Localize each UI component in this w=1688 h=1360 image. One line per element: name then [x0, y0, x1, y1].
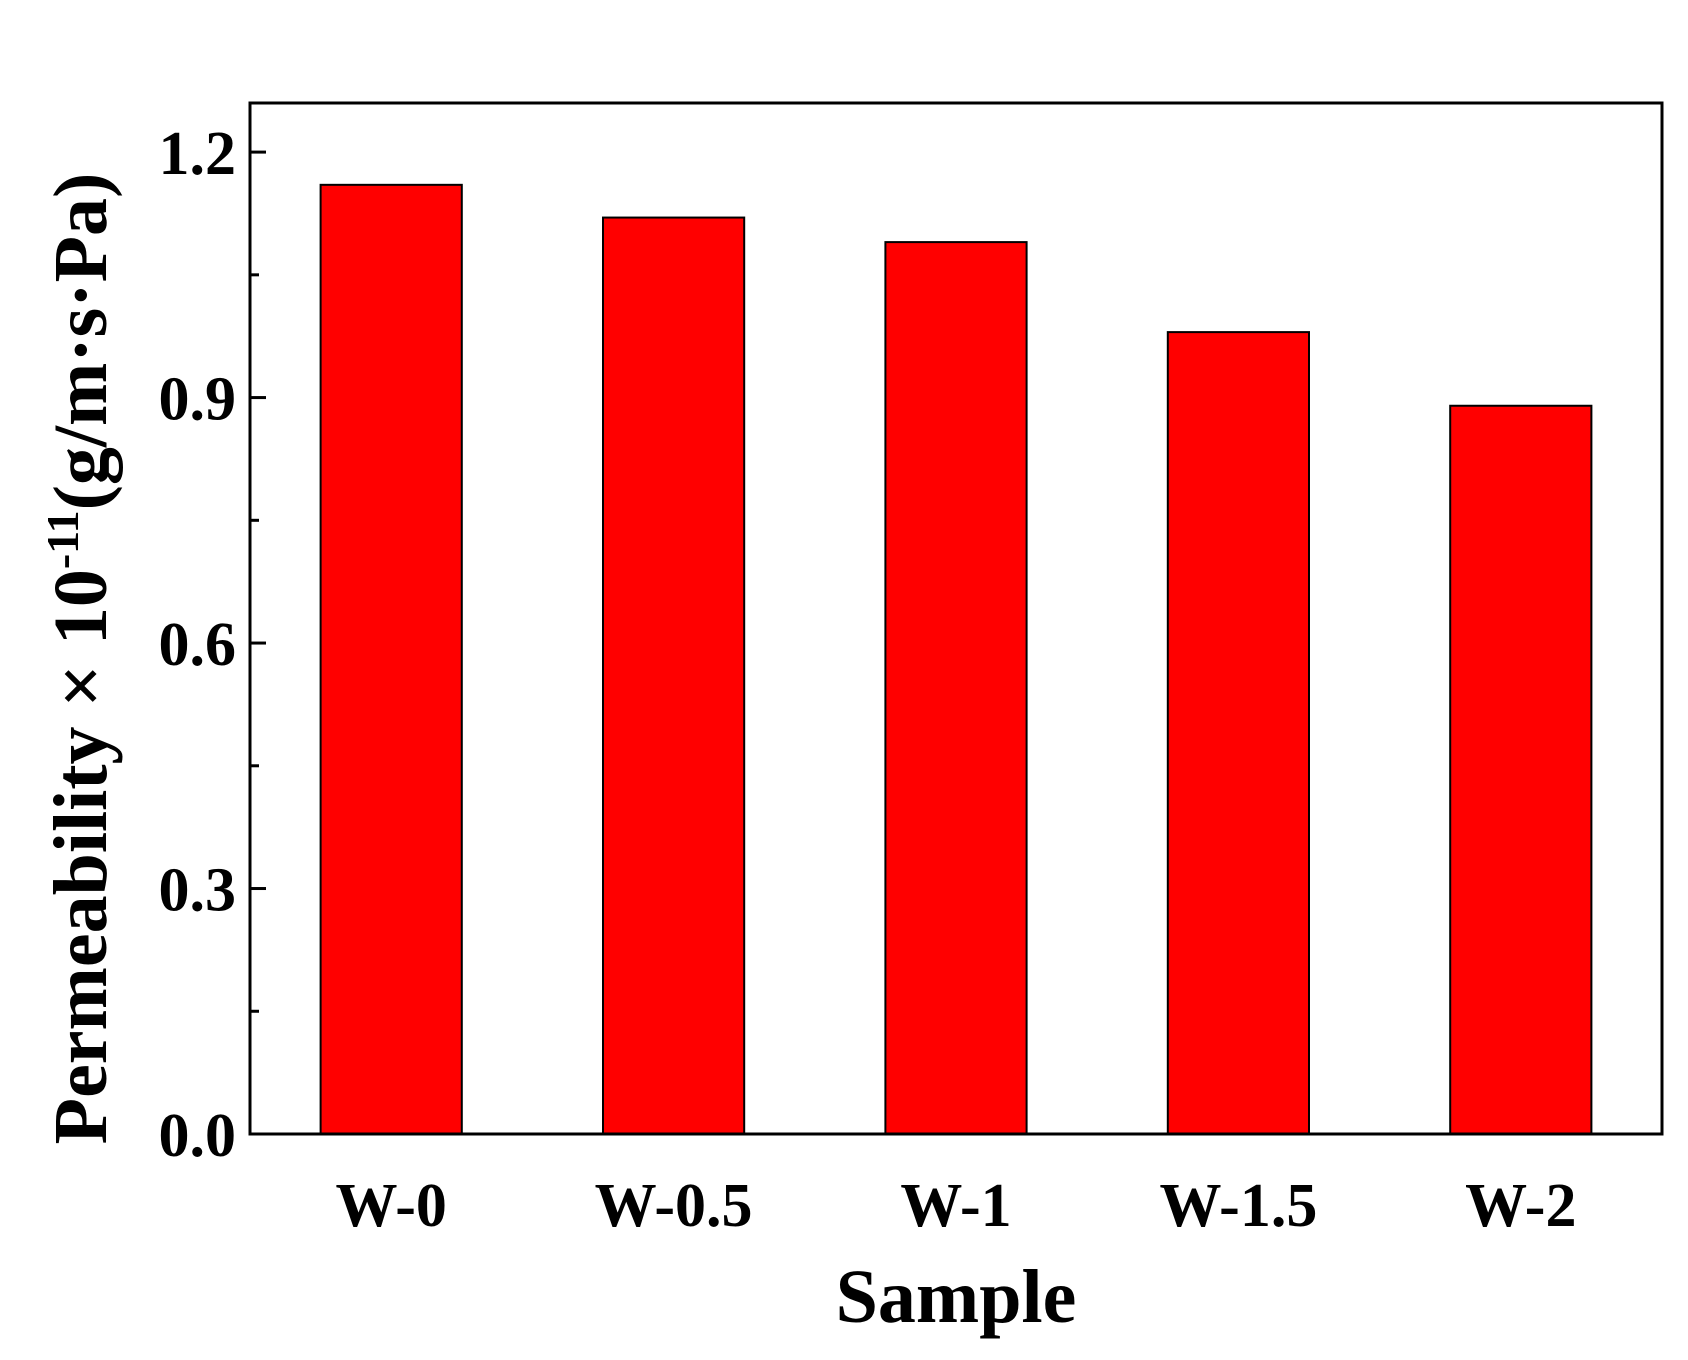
bar-w-2: [1449, 404, 1593, 1135]
bar-w-1_5: [1166, 331, 1311, 1136]
y-axis-title-superscript: -11: [37, 510, 88, 569]
x-tick-label: W-0: [336, 1172, 447, 1240]
x-axis-title: Sample: [836, 1255, 1077, 1339]
y-tick-label: 1.2: [159, 120, 237, 188]
x-tick-label: W-1: [900, 1172, 1011, 1240]
y-tick-label: 0.0: [159, 1102, 237, 1170]
x-axis: W-0 W-0.5 W-1 W-1.5 W-2: [336, 1172, 1577, 1240]
y-axis: 0.0 0.3 0.6 0.9 1.2: [159, 120, 266, 1170]
y-tick-label: 0.3: [159, 857, 237, 925]
bars-group: [319, 183, 1593, 1136]
y-axis-title: Permeability × 10-11(g/m·s·Pa): [37, 173, 123, 1145]
bar-w-0: [319, 183, 463, 1136]
y-tick-label: 0.9: [159, 366, 237, 434]
plot-frame: [248, 101, 1664, 1136]
y-axis-title-main: Permeability × 10: [39, 569, 123, 1144]
x-tick-label: W-0.5: [595, 1172, 753, 1240]
bar-w-0_5: [602, 216, 746, 1136]
bar-w-1: [884, 241, 1028, 1136]
y-tick-label: 0.6: [159, 611, 237, 679]
y-axis-title-units: (g/m·s·Pa): [39, 173, 123, 511]
x-tick-label: W-2: [1465, 1172, 1576, 1240]
x-tick-label: W-1.5: [1159, 1172, 1317, 1240]
